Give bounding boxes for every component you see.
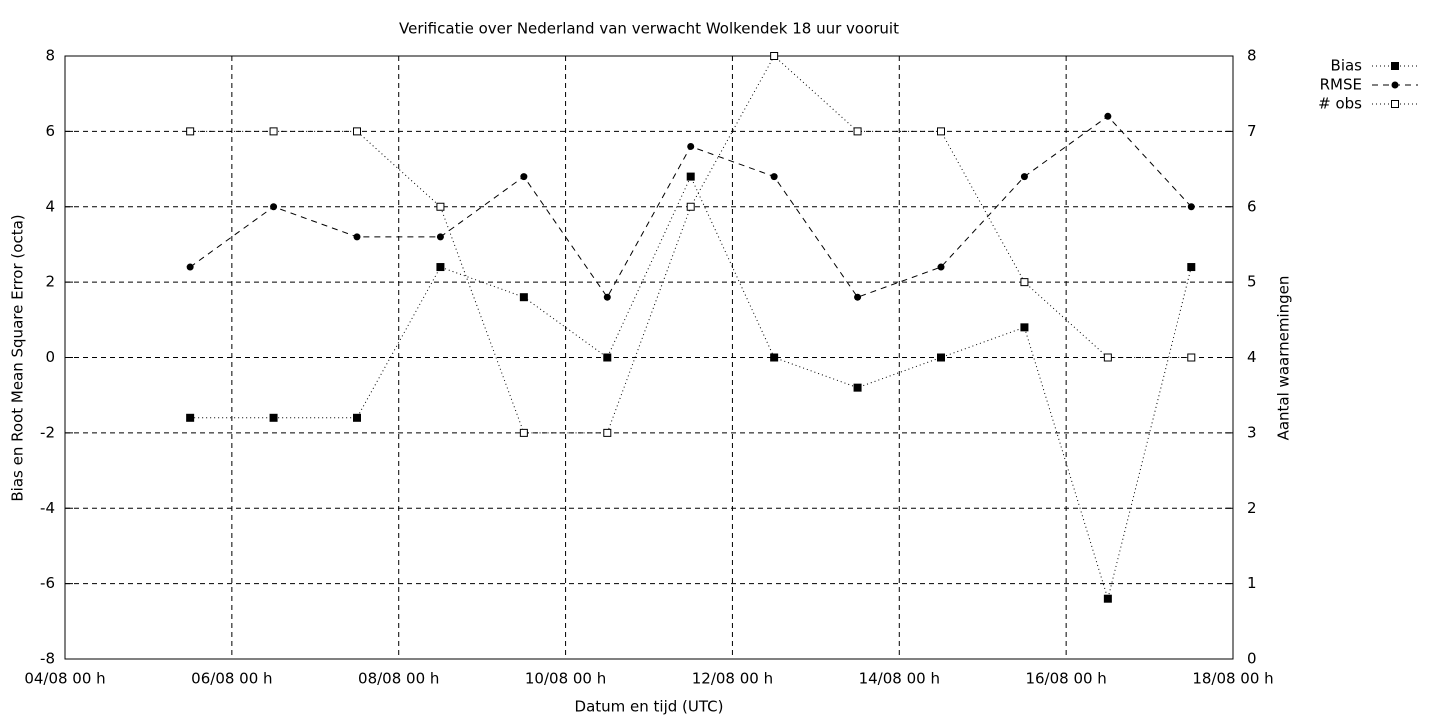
y2-tick-label: 6 [1247, 197, 1257, 215]
marker [436, 233, 444, 241]
marker [1391, 100, 1399, 108]
marker [436, 202, 445, 211]
marker [687, 142, 695, 150]
marker [770, 52, 779, 60]
legend-label: # obs [1318, 95, 1362, 113]
y-tick-label: 6 [45, 122, 55, 140]
y-axis-label: Bias en Root Mean Square Error (octa) [9, 214, 27, 501]
marker [270, 203, 278, 211]
chart-title: Verificatie over Nederland van verwacht … [399, 20, 899, 38]
y2-tick-label: 0 [1247, 650, 1257, 668]
marker [1391, 81, 1399, 89]
marker [937, 127, 945, 136]
legend-label: RMSE [1320, 76, 1362, 94]
marker [853, 127, 862, 136]
marker [353, 127, 361, 136]
marker [603, 353, 612, 362]
marker [1103, 594, 1112, 603]
marker [853, 383, 862, 392]
plot-border [64, 55, 1234, 660]
marker [269, 413, 278, 422]
y-tick-label: -2 [40, 423, 55, 441]
series-line [190, 175, 1192, 601]
marker [186, 127, 195, 136]
marker [937, 263, 945, 271]
y2-tick-label: 2 [1247, 499, 1257, 517]
marker [519, 428, 528, 437]
x-tick-label: 10/08 00 h [525, 670, 606, 688]
y-tick-label: 8 [45, 47, 55, 65]
marker [353, 233, 361, 241]
x-tick-label: 12/08 00 h [692, 670, 773, 688]
y-tick-label: -6 [40, 574, 55, 592]
y-tick-label: -4 [40, 499, 55, 517]
x-tick-label: 18/08 00 h [1192, 670, 1273, 688]
marker [520, 173, 528, 181]
y2-tick-label: 5 [1247, 273, 1257, 291]
marker [1020, 323, 1029, 332]
marker [937, 353, 945, 362]
series-line [190, 55, 1192, 434]
x-axis-label: Datum en tijd (UTC) [575, 698, 724, 716]
marker [269, 127, 278, 136]
marker [603, 428, 612, 437]
marker [186, 413, 195, 422]
marker [854, 293, 862, 301]
marker [186, 263, 194, 271]
legend-label: Bias [1331, 57, 1363, 75]
marker [1187, 203, 1195, 211]
marker [603, 293, 611, 301]
marker [436, 263, 445, 272]
y-tick-label: 0 [45, 348, 55, 366]
y2-tick-label: 1 [1247, 574, 1257, 592]
y2-tick-label: 7 [1247, 122, 1257, 140]
marker [686, 172, 695, 181]
marker [1020, 173, 1028, 181]
marker [1103, 353, 1112, 362]
marker [770, 173, 778, 181]
y-tick-label: -8 [40, 650, 55, 668]
x-tick-label: 14/08 00 h [859, 670, 940, 688]
y2-tick-label: 4 [1247, 348, 1257, 366]
marker [770, 353, 779, 362]
y2-tick-label: 3 [1247, 423, 1257, 441]
y2-axis-label: Aantal waarnemingen [1275, 276, 1293, 441]
marker [1187, 353, 1196, 362]
x-tick-label: 06/08 00 h [191, 670, 272, 688]
marker [519, 293, 528, 302]
y-tick-label: 4 [45, 197, 55, 215]
marker [1020, 278, 1029, 287]
marker [1391, 62, 1399, 70]
marker [1104, 112, 1112, 120]
y2-tick-label: 8 [1247, 47, 1257, 65]
marker [353, 413, 361, 422]
x-tick-label: 04/08 00 h [24, 670, 105, 688]
marker [1187, 263, 1196, 272]
marker [686, 202, 695, 211]
y-tick-label: 2 [45, 273, 55, 291]
x-tick-label: 08/08 00 h [358, 670, 439, 688]
x-tick-label: 16/08 00 h [1025, 670, 1106, 688]
